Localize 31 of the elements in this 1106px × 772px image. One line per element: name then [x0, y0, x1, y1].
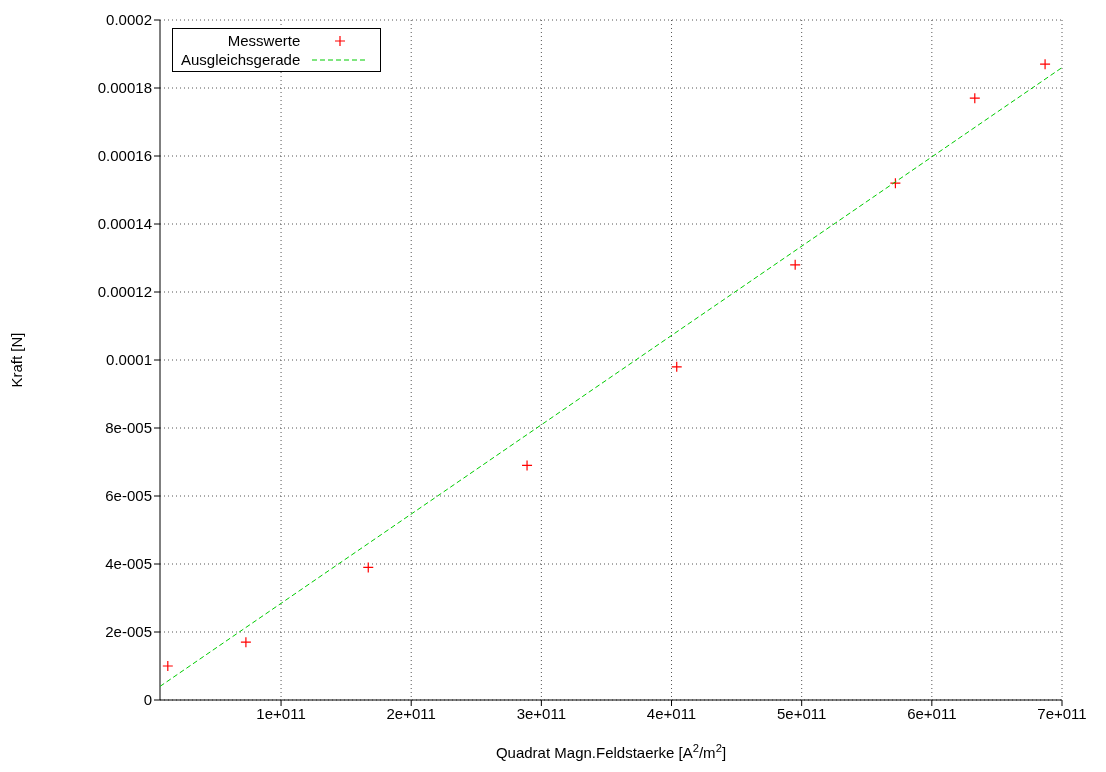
x-tick-label: 6e+011	[907, 704, 957, 722]
point	[789, 259, 801, 271]
point	[969, 92, 981, 104]
point	[521, 459, 533, 471]
y-axis-title: Kraft [N]	[8, 332, 25, 388]
point	[240, 636, 252, 648]
y-tick-label: 0.00016	[97, 147, 152, 165]
x-tick-label: 3e+011	[516, 704, 567, 722]
point	[362, 561, 374, 573]
point	[1039, 58, 1051, 70]
y-tick-label: 0.00018	[97, 79, 152, 97]
y-tick-label: 0.00014	[97, 215, 152, 233]
point	[889, 177, 901, 189]
x-tick-label: 4e+011	[646, 704, 697, 722]
x-tick-label: 5e+011	[777, 704, 827, 722]
y-tick-label: 0.00012	[97, 283, 152, 301]
y-tick-label: 4e-005	[105, 555, 152, 573]
legend-label: Messwerte	[227, 32, 301, 49]
point	[671, 361, 683, 373]
y-tick-label: 0.0001	[106, 351, 152, 369]
legend-label: Ausgleichsgerade	[181, 51, 301, 68]
x-tick-label: 7e+011	[1037, 704, 1087, 722]
y-tick-label: 8e-005	[105, 419, 152, 437]
x-tick-label: 2e+011	[386, 704, 436, 722]
y-tick-label: 6e-005	[105, 487, 152, 505]
y-tick-label: 0.0002	[106, 11, 152, 29]
y-tick-label: 2e-005	[105, 623, 152, 641]
x-axis-title: Quadrat Magn.Feldstaerke [A$^{2}$/m$^{2}$]	[495, 742, 727, 761]
y-tick-label: 0	[143, 691, 152, 709]
x-tick-label: 1e+011	[256, 704, 306, 722]
point	[162, 660, 174, 672]
